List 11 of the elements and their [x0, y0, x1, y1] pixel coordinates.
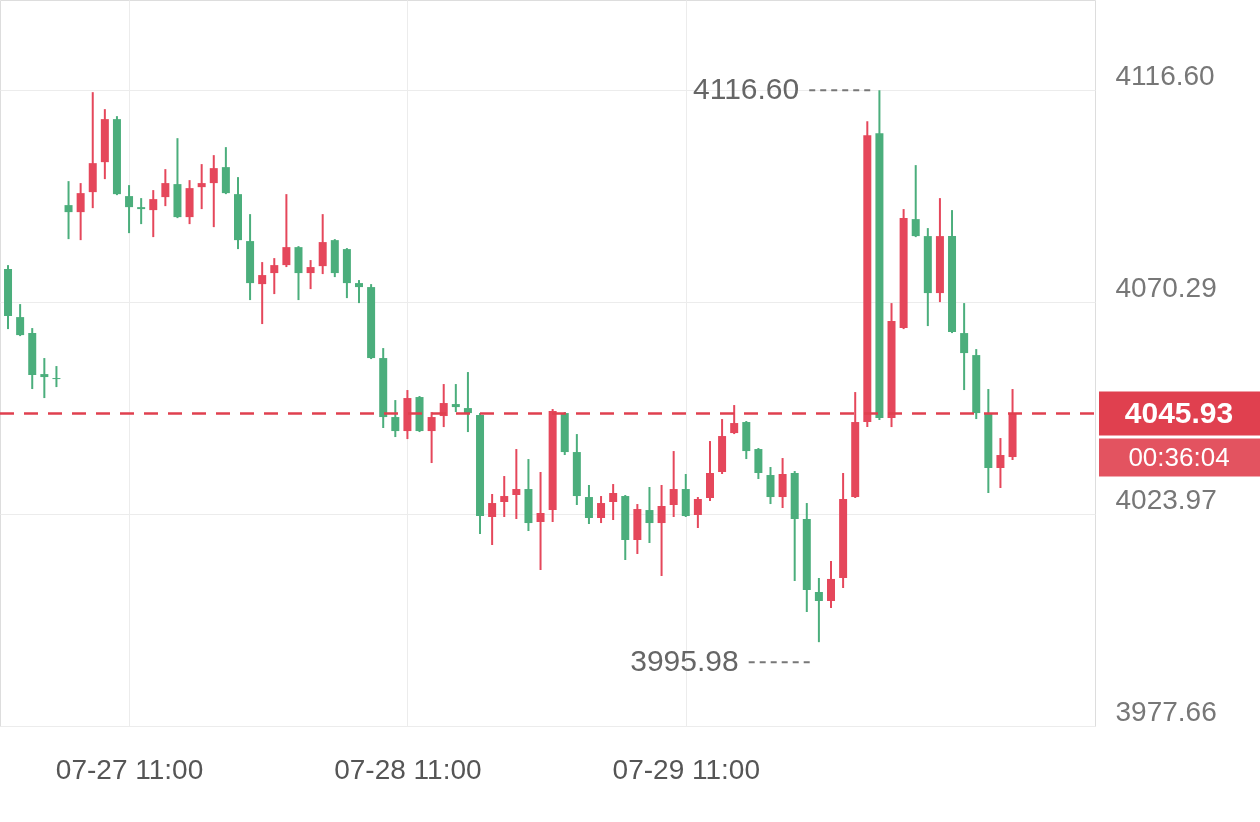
annotation: 3995.98	[630, 644, 739, 678]
y-tick-label: 4023.97	[1115, 483, 1217, 515]
x-tick-label: 07-28 11:00	[334, 753, 482, 785]
y-tick-label: 4070.29	[1115, 271, 1217, 303]
text: 00:36:04	[1128, 441, 1230, 472]
y-tick-label: 4116.60	[1115, 59, 1215, 91]
ref-line-label: 4045.93	[1124, 395, 1234, 429]
x-tick-label: 07-27 11:00	[55, 753, 204, 785]
y-tick-label: 3977.66	[1115, 695, 1217, 727]
x-tick-label: 07-29 11:00	[612, 753, 760, 785]
annotation: 4116.60	[693, 72, 800, 106]
